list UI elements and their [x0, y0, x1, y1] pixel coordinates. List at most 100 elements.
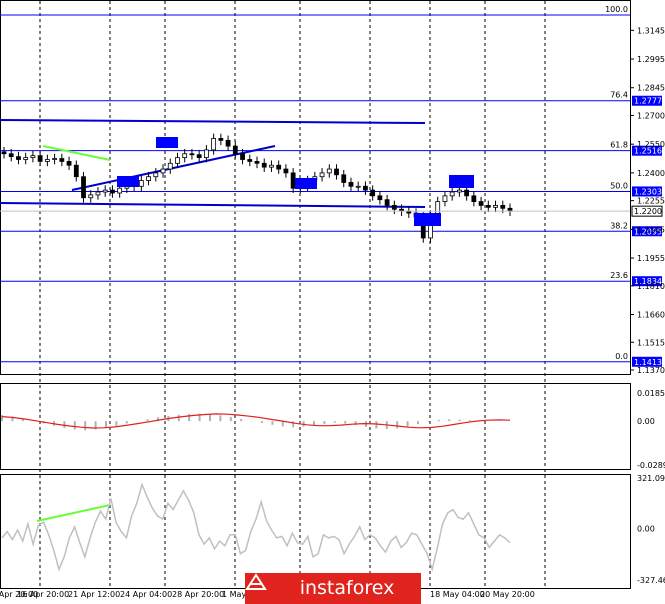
- candle-body: [254, 161, 260, 164]
- fib-price-label: 1.2516: [634, 147, 662, 156]
- fib-price-tag: [632, 276, 662, 287]
- candle-body: [355, 185, 361, 188]
- marker-box: [449, 175, 474, 188]
- candle-body: [1, 151, 7, 155]
- y-tick-label: 1.2105: [637, 225, 665, 234]
- macd-y-tick-label: 0.01856: [637, 389, 665, 398]
- y-tick-label: 1.1810: [637, 282, 665, 291]
- macd-signal-line: [1, 413, 511, 429]
- candle-body: [471, 195, 477, 202]
- marker-box: [414, 213, 441, 226]
- macd-y-tick-label: -0.02892: [637, 461, 665, 470]
- fib-level-label: 0.0: [615, 352, 628, 361]
- candle-body: [334, 168, 339, 176]
- cci-panel: [0, 474, 631, 589]
- candle-body: [261, 162, 267, 168]
- marker-box: [117, 176, 139, 187]
- y-tick-label: 1.2550: [637, 140, 665, 149]
- current-price-label: 1.2200: [634, 207, 662, 216]
- fib-price-tag: [632, 145, 662, 156]
- y-tick-label: 1.2255: [637, 197, 665, 206]
- y-tick-label: 1.1955: [637, 254, 665, 263]
- x-tick-label: 15 Apr 20:00: [0, 590, 38, 599]
- candle-body: [464, 189, 470, 197]
- trend-channel: [0, 119, 426, 208]
- candle-body: [377, 195, 383, 201]
- candle-body: [456, 189, 462, 193]
- candle-body: [319, 172, 325, 178]
- trend-line: [71, 145, 276, 191]
- fib-price-tag: [632, 95, 662, 106]
- price-panel: [0, 0, 631, 375]
- watermark-text: instaforex: [299, 577, 395, 599]
- candle-body: [153, 172, 159, 178]
- y-tick-label: 1.1370: [637, 366, 665, 375]
- fib-price-label: 1.1413: [634, 358, 662, 367]
- candle-body: [341, 174, 347, 183]
- candle-body: [81, 176, 86, 199]
- candle-body: [189, 153, 195, 156]
- candle-body: [73, 164, 79, 178]
- fib-level-label: 76.4: [610, 91, 628, 100]
- candle-body: [283, 168, 289, 174]
- divergence-line-price: [42, 145, 111, 161]
- candle-body: [370, 189, 376, 197]
- candle-body: [384, 199, 390, 206]
- candle-body: [240, 153, 245, 160]
- candle-body: [52, 158, 57, 160]
- candle-body: [167, 162, 173, 170]
- candle-body: [23, 157, 29, 160]
- candle-body: [493, 205, 498, 208]
- candle-body: [363, 185, 368, 191]
- candle-body: [269, 164, 274, 168]
- candle-body: [326, 168, 332, 174]
- fib-level-label: 23.6: [610, 271, 628, 280]
- x-tick-label: 24 Apr 04:00: [120, 590, 172, 599]
- candle-body: [435, 201, 441, 216]
- candle-body: [196, 154, 202, 158]
- fib-price-label: 1.2095: [634, 227, 662, 236]
- instaforex-logo-icon: [245, 573, 294, 597]
- fib-price-label: 1.2303: [634, 187, 662, 196]
- fib-price-label: 1.1834: [634, 277, 662, 286]
- fib-price-tag: [632, 186, 662, 197]
- candle-body: [37, 155, 43, 162]
- fib-price-tag: [632, 356, 662, 367]
- candle-body: [117, 187, 123, 194]
- macd-panel: [0, 383, 631, 470]
- x-tick-label: 21 Apr 12:00: [68, 590, 120, 599]
- x-tick-label: 20 May 20:00: [480, 590, 535, 599]
- cci-line: [1, 482, 511, 573]
- candle-body: [500, 205, 506, 209]
- candle-body: [203, 149, 209, 158]
- candle-body: [102, 189, 108, 193]
- candle-body: [138, 180, 144, 187]
- y-tick-label: 1.2700: [637, 111, 665, 120]
- candle-body: [30, 155, 36, 158]
- cci-y-tick-label: 0.00: [637, 524, 655, 533]
- fib-price-label: 1.2777: [634, 97, 662, 106]
- candle-body: [175, 157, 180, 164]
- candle-body: [44, 159, 50, 162]
- candle-body: [88, 194, 94, 199]
- fib-level-label: 100.0: [605, 5, 628, 14]
- candle-body: [110, 189, 115, 194]
- y-tick-label: 1.2400: [637, 169, 665, 178]
- candle-body: [182, 153, 188, 158]
- candle-body: [247, 159, 253, 162]
- instaforex-watermark: instaforex: [245, 573, 421, 604]
- candle-body: [8, 153, 14, 158]
- candle-body: [391, 205, 397, 210]
- y-tick-label: 1.1660: [637, 311, 665, 320]
- fib-level-label: 50.0: [610, 181, 628, 190]
- fib-level-label: 38.2: [610, 221, 628, 230]
- candle-body: [59, 158, 65, 162]
- divergence-line-cci: [36, 504, 111, 522]
- candle-body: [442, 195, 448, 202]
- fib-level-label: 61.8: [610, 141, 628, 150]
- candle-body: [66, 161, 72, 166]
- x-tick-label: 16 Apr 20:00: [17, 590, 69, 599]
- channel-lower-line: [0, 202, 426, 208]
- fib-price-tag: [632, 226, 662, 237]
